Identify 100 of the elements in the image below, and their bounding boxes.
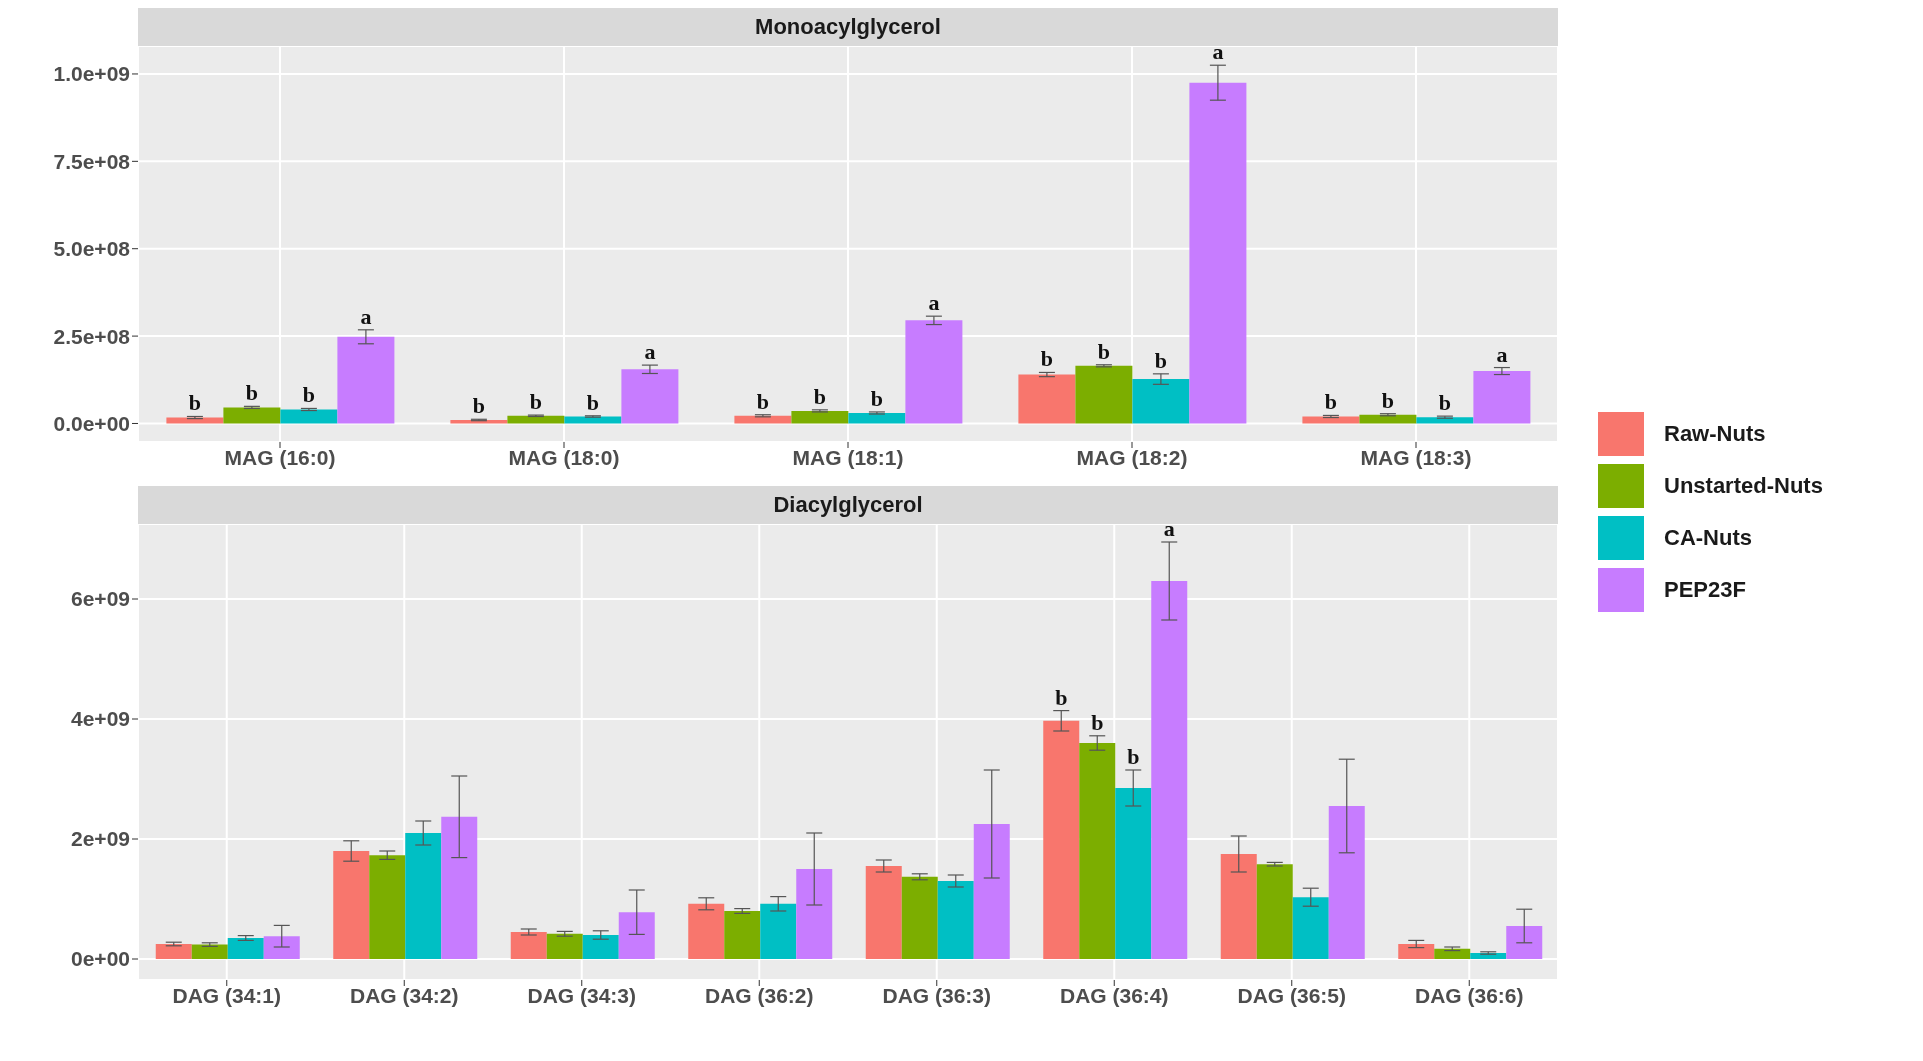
data-label: b	[1324, 389, 1338, 415]
data-label: a	[1163, 516, 1175, 541]
bar	[1220, 854, 1257, 959]
legend-label: PEP23F	[1664, 577, 1746, 603]
bar	[1416, 417, 1474, 424]
data-label: b	[1055, 684, 1068, 710]
y-tick-label: 0e+00	[71, 947, 130, 971]
bar	[1328, 806, 1365, 959]
bar	[227, 938, 264, 959]
data-label: b	[188, 390, 202, 416]
bar	[905, 320, 963, 424]
bar	[1075, 365, 1133, 424]
legend-label: CA-Nuts	[1664, 525, 1752, 551]
bar	[337, 336, 395, 424]
bar	[1043, 720, 1080, 959]
x-tick-label: DAG (36:4)	[1059, 983, 1169, 1007]
x-tick-label: MAG (18:3)	[1360, 445, 1472, 469]
bar	[796, 869, 833, 959]
bar	[1292, 897, 1329, 959]
x-tick-label: DAG (36:6)	[1414, 983, 1524, 1007]
data-label: b	[529, 389, 543, 415]
x-tick-label: MAG (18:0)	[508, 445, 620, 469]
bar	[1189, 82, 1247, 424]
bar	[280, 409, 338, 424]
bar	[441, 816, 478, 959]
bar	[1132, 379, 1190, 424]
y-tick-label: 2.5e+08	[53, 324, 131, 348]
bar	[1079, 743, 1116, 959]
bar	[865, 866, 902, 959]
x-tick-label: DAG (36:5)	[1237, 983, 1347, 1007]
bar	[1506, 926, 1543, 959]
bar	[582, 935, 619, 959]
data-label: b	[1438, 390, 1452, 416]
data-label: a	[644, 339, 656, 365]
bar	[724, 911, 761, 959]
bar	[901, 876, 938, 959]
bar	[1115, 788, 1152, 959]
x-tick-label: DAG (36:2)	[704, 983, 814, 1007]
x-tick-label: DAG (36:3)	[882, 983, 992, 1007]
legend-label: Unstarted-Nuts	[1664, 473, 1823, 499]
bar	[1302, 416, 1360, 424]
bar	[973, 824, 1010, 959]
data-label: b	[1154, 347, 1168, 373]
y-tick-label: 6e+09	[71, 587, 130, 611]
bar	[263, 936, 300, 959]
data-label: a	[928, 290, 940, 316]
data-label: b	[813, 383, 827, 409]
x-tick-label: DAG (34:2)	[349, 983, 459, 1007]
chart-title: Monoacylglycerol	[755, 14, 941, 39]
data-label: a	[360, 303, 372, 329]
data-label: b	[586, 389, 600, 415]
x-tick-label: MAG (18:2)	[1076, 445, 1188, 469]
bar	[1256, 864, 1293, 959]
legend-label: Raw-Nuts	[1664, 421, 1766, 447]
bar	[621, 369, 679, 424]
data-label: b	[756, 388, 770, 414]
data-label: b	[1097, 338, 1111, 364]
data-label: b	[1040, 346, 1054, 372]
x-tick-label: MAG (16:0)	[224, 445, 336, 469]
data-label: a	[1212, 39, 1224, 65]
bar	[546, 933, 583, 959]
data-label: b	[302, 382, 316, 408]
bar	[937, 881, 974, 959]
bar	[564, 416, 622, 424]
bar	[734, 415, 792, 424]
y-tick-label: 1.0e+09	[53, 62, 130, 86]
y-tick-label: 0.0e+00	[53, 411, 130, 435]
data-label: b	[1091, 709, 1104, 735]
x-tick-label: MAG (18:1)	[792, 445, 904, 469]
bar	[405, 833, 442, 959]
bar	[1470, 953, 1507, 959]
bar	[1473, 371, 1531, 424]
data-label: b	[1127, 744, 1140, 769]
bar	[1018, 374, 1076, 424]
bar	[1434, 948, 1471, 959]
bar	[1359, 414, 1417, 424]
data-label: a	[1496, 341, 1508, 367]
bar	[333, 851, 370, 959]
chart-title: Diacylglycerol	[773, 492, 923, 517]
y-tick-label: 7.5e+08	[53, 149, 131, 173]
x-tick-label: DAG (34:3)	[527, 983, 637, 1007]
data-label: b	[1381, 387, 1395, 413]
bar	[155, 944, 192, 959]
bar	[369, 855, 406, 959]
x-tick-label: DAG (34:1)	[172, 983, 282, 1007]
bar	[191, 944, 228, 959]
bar	[618, 912, 655, 959]
data-label: b	[472, 393, 486, 419]
data-label: b	[245, 380, 259, 406]
bar	[760, 903, 797, 959]
bar	[510, 932, 547, 959]
y-tick-label: 5.0e+08	[53, 237, 131, 261]
bar	[223, 407, 281, 424]
bar	[848, 412, 906, 424]
y-tick-label: 4e+09	[71, 707, 130, 731]
y-tick-label: 2e+09	[71, 827, 130, 851]
bar	[688, 903, 725, 959]
bar	[1398, 944, 1435, 959]
bar	[791, 410, 849, 424]
data-label: b	[870, 385, 884, 411]
